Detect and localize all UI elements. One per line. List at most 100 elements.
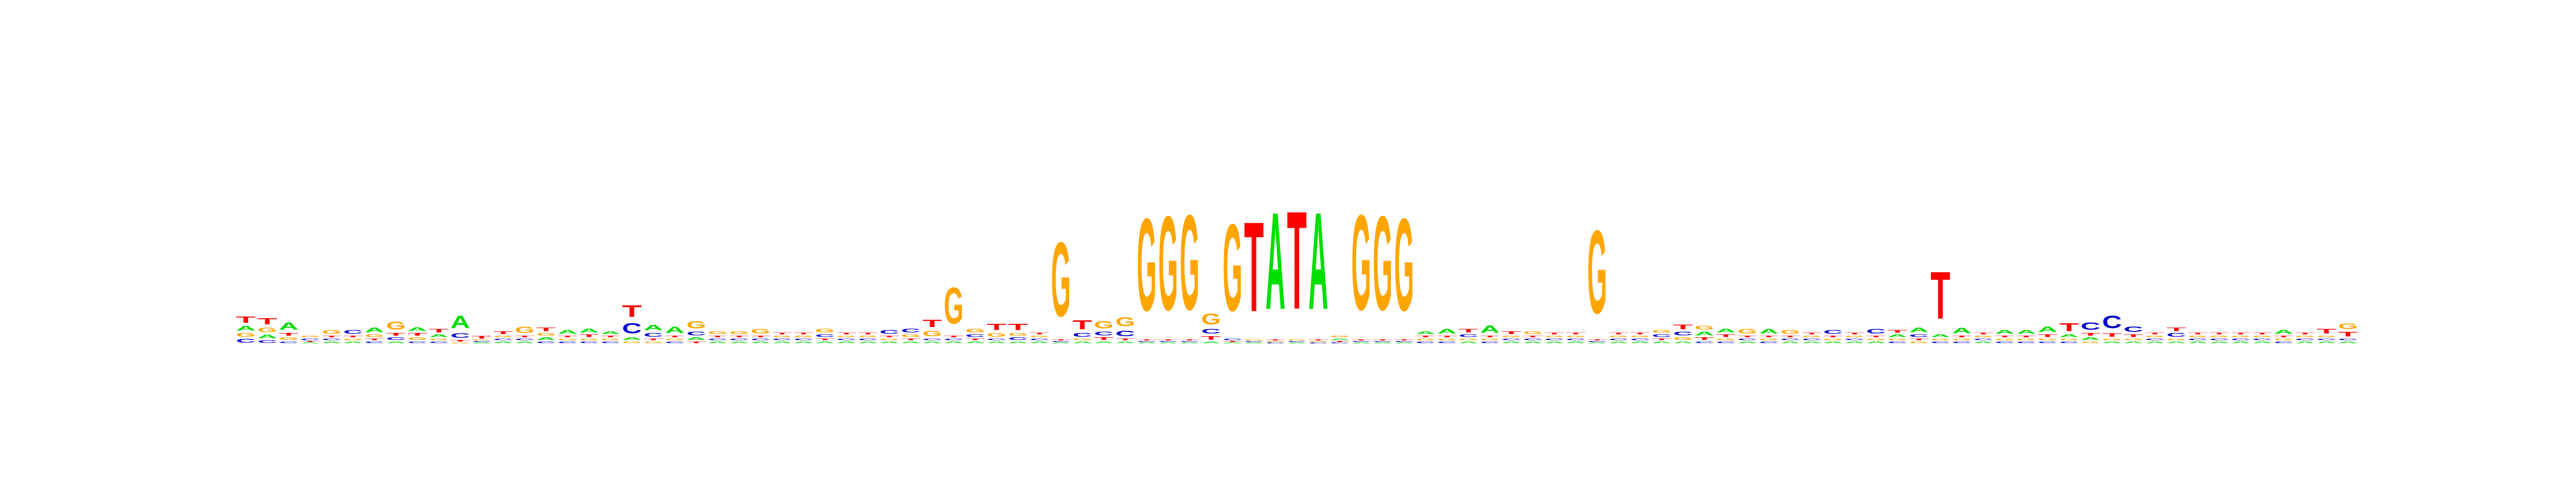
logo-letter-C: C [1887, 341, 1907, 344]
logo-letter-G: G [2145, 335, 2165, 338]
logo-letter-T: T [407, 332, 427, 336]
logo-letter-T: T [965, 338, 985, 340]
logo-letter-C: C [1373, 341, 1393, 343]
logo-letter-T: T [1115, 338, 1135, 340]
logo-letter-T: T [665, 335, 685, 338]
logo-letter-C: C [386, 336, 406, 340]
logo-letter-G: G [2209, 335, 2229, 338]
logo-letter-C: C [1973, 338, 1993, 340]
logo-letter-G: G [364, 333, 384, 338]
logo-letter-A: A [1952, 326, 1972, 335]
logo-letter-G: G [622, 341, 642, 344]
logo-letter-T: T [708, 335, 728, 338]
logo-letter-C: C [1866, 328, 1886, 335]
logo-letter-A: A [1180, 342, 1199, 344]
logo-letter-A: A [965, 341, 985, 344]
logo-letter-A: A [2016, 329, 2036, 335]
logo-letter-A: A [429, 333, 449, 338]
logo-letter-A: A [1823, 341, 1843, 344]
logo-letter-G: G [407, 337, 427, 341]
logo-letter-G: G [1716, 338, 1736, 340]
logo-letter-T: T [2252, 332, 2272, 335]
logo-letter-T: T [2059, 321, 2079, 333]
logo-letter-C: C [751, 338, 771, 340]
logo-letter-G: G [2317, 335, 2337, 338]
logo-letter-A: A [2317, 341, 2337, 344]
logo-letter-G: G [1137, 191, 1157, 339]
logo-letter-C: C [407, 341, 427, 344]
logo-letter-T: T [1394, 339, 1414, 341]
logo-letter-G: G [1523, 331, 1543, 335]
logo-letter-A: A [1673, 341, 1693, 344]
logo-letter-A: A [1502, 341, 1521, 344]
logo-letter-T: T [1051, 339, 1071, 341]
logo-letter-G: G [1480, 338, 1500, 340]
logo-letter-C: C [1029, 338, 1049, 340]
logo-letter-T: T [1630, 332, 1650, 335]
logo-letter-C: C [794, 338, 814, 340]
logo-letter-G: G [1072, 338, 1092, 340]
logo-stacks: CGATCAGTCGTAATCGACTGAGTCCTGAACTGCGTACGAT… [236, 183, 2358, 344]
logo-letter-G: G [1566, 335, 1586, 338]
logo-letter-C: C [2188, 338, 2208, 340]
logo-letter-G: G [558, 338, 577, 340]
logo-letter-A: A [279, 321, 299, 332]
logo-letter-G: G [751, 328, 771, 335]
logo-letter-C: C [1416, 341, 1436, 344]
logo-letter-G: G [2338, 322, 2358, 331]
logo-letter-T: T [1995, 335, 2015, 338]
logo-letter-C: C [472, 341, 492, 343]
logo-letter-A: A [2059, 333, 2079, 338]
logo-letter-T: T [2167, 327, 2186, 332]
logo-letter-C: C [536, 341, 556, 344]
logo-letter-A: A [2295, 341, 2315, 344]
logo-letter-G: G [1866, 338, 1886, 340]
logo-letter-T: T [1308, 339, 1328, 341]
logo-letter-G: G [2231, 335, 2251, 338]
logo-letter-G: G [515, 325, 535, 335]
logo-letter-G: G [1845, 335, 1864, 338]
logo-letter-G: G [1459, 338, 1479, 340]
logo-letter-C: C [2295, 338, 2315, 340]
logo-letter-A: A [708, 341, 728, 344]
logo-letter-A: A [1051, 342, 1071, 344]
logo-letter-C: C [1437, 341, 1457, 344]
logo-letter-A: A [1716, 328, 1736, 333]
logo-letter-T: T [1523, 335, 1543, 338]
logo-letter-A: A [1930, 333, 1950, 338]
logo-letter-A: A [2102, 341, 2122, 344]
logo-letter-T: T [236, 315, 256, 325]
logo-letter-G: G [2295, 335, 2315, 338]
logo-letter-G: G [858, 335, 878, 338]
logo-letter-G: G [1652, 329, 1672, 333]
logo-letter-G: G [2059, 338, 2079, 340]
logo-letter-A: A [815, 341, 835, 344]
logo-letter-T: T [429, 328, 449, 333]
logo-letter-C: C [987, 338, 1007, 340]
logo-letter-A: A [1008, 341, 1028, 344]
logo-letter-C: C [815, 333, 835, 338]
logo-letter-G: G [837, 335, 857, 338]
logo-letter-A: A [2252, 341, 2272, 344]
logo-letter-C: C [944, 338, 964, 340]
logo-letter-C: C [1072, 332, 1092, 338]
logo-letter-T: T [837, 332, 857, 335]
logo-letter-G: G [923, 329, 942, 338]
logo-letter-C: C [1630, 338, 1650, 340]
logo-letter-C: C [601, 341, 620, 344]
